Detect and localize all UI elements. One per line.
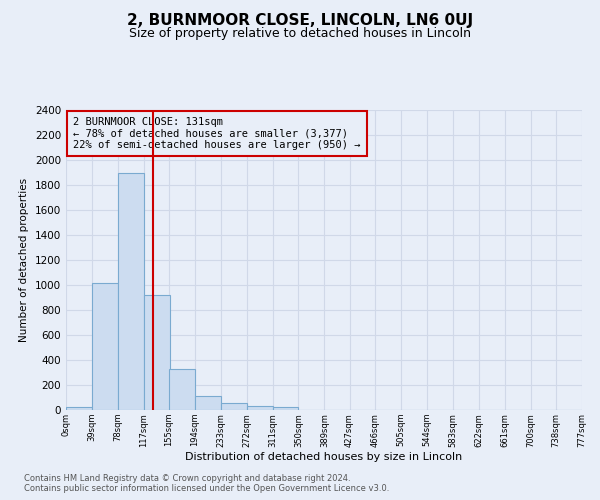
Bar bbox=[221, 403, 247, 410]
Bar bbox=[169, 370, 195, 410]
Bar bbox=[272, 407, 298, 410]
Y-axis label: Number of detached properties: Number of detached properties bbox=[19, 178, 29, 342]
Text: Contains HM Land Registry data © Crown copyright and database right 2024.: Contains HM Land Registry data © Crown c… bbox=[24, 474, 350, 483]
X-axis label: Distribution of detached houses by size in Lincoln: Distribution of detached houses by size … bbox=[185, 452, 463, 462]
Bar bbox=[247, 406, 272, 410]
Bar bbox=[66, 407, 92, 410]
Bar bbox=[195, 396, 221, 410]
Bar bbox=[143, 295, 170, 410]
Text: Size of property relative to detached houses in Lincoln: Size of property relative to detached ho… bbox=[129, 28, 471, 40]
Bar bbox=[92, 282, 118, 410]
Text: Contains public sector information licensed under the Open Government Licence v3: Contains public sector information licen… bbox=[24, 484, 389, 493]
Bar bbox=[118, 172, 143, 410]
Text: 2 BURNMOOR CLOSE: 131sqm
← 78% of detached houses are smaller (3,377)
22% of sem: 2 BURNMOOR CLOSE: 131sqm ← 78% of detach… bbox=[73, 117, 361, 150]
Text: 2, BURNMOOR CLOSE, LINCOLN, LN6 0UJ: 2, BURNMOOR CLOSE, LINCOLN, LN6 0UJ bbox=[127, 12, 473, 28]
